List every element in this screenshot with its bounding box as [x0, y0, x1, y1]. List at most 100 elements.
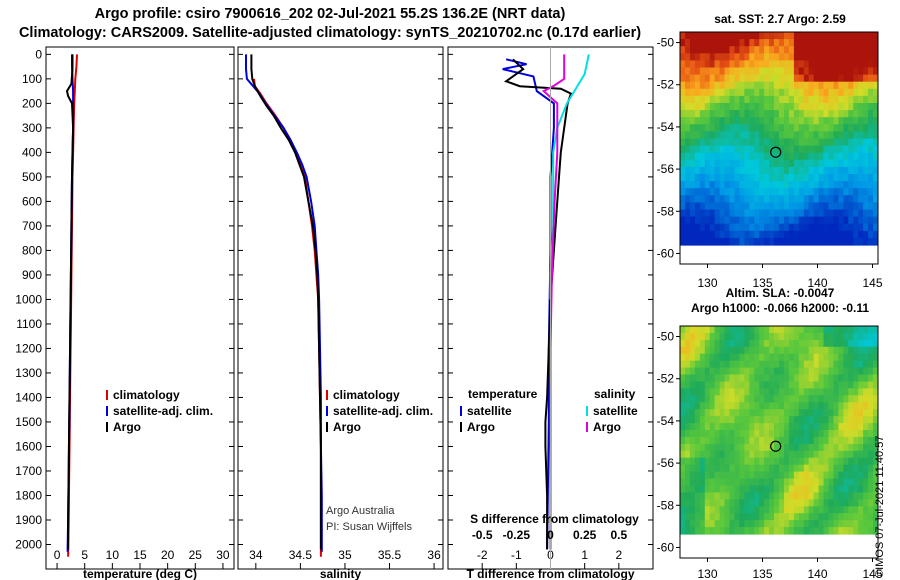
map-cell: [828, 202, 834, 211]
map-cell: [793, 443, 800, 452]
map-cell: [848, 374, 854, 382]
map-cell: [704, 159, 711, 168]
map-cell: [724, 110, 730, 118]
map-cell: [749, 436, 755, 445]
map-cell: [729, 492, 735, 500]
map-cell: [833, 450, 839, 459]
map-cell: [704, 471, 711, 480]
map-cell: [685, 131, 691, 140]
map-cell: [685, 513, 691, 521]
map-cell: [680, 166, 686, 175]
map-cell: [729, 367, 735, 376]
map-cell: [868, 39, 874, 47]
map-cell: [764, 95, 770, 104]
map-cell: [803, 188, 810, 196]
map-cell: [764, 117, 770, 125]
map-cell: [818, 145, 825, 154]
map-cell: [759, 346, 765, 355]
map-cell: [779, 95, 785, 104]
map-cell: [680, 152, 686, 161]
map-cell: [863, 381, 869, 389]
map-cell: [868, 124, 874, 132]
map-cell: [828, 527, 834, 535]
map-cell: [784, 223, 790, 232]
map-cell: [828, 436, 834, 445]
map-cell: [724, 409, 730, 417]
map-cell: [719, 443, 726, 452]
map-cell: [744, 53, 750, 61]
series-line: [245, 54, 323, 552]
map-cell: [853, 152, 859, 161]
map-cell: [689, 450, 696, 459]
map-cell: [754, 159, 760, 168]
map-cell: [868, 506, 874, 514]
map-cell: [709, 202, 716, 211]
map-cell: [714, 388, 721, 396]
map-cell: [699, 471, 706, 480]
map-cell: [793, 430, 800, 438]
map-cell: [680, 381, 686, 389]
map-cell: [699, 138, 706, 147]
map-cell: [774, 131, 780, 140]
map-cell: [699, 430, 706, 438]
y-tick-label: 1000: [15, 292, 42, 306]
map-cell: [714, 346, 721, 355]
map-cell: [793, 374, 800, 382]
map-cell: [803, 402, 810, 410]
map-cell: [823, 209, 829, 218]
map-cell: [714, 124, 721, 132]
map-cell: [818, 67, 825, 76]
map-cell: [873, 174, 879, 182]
legend-label: Argo: [333, 420, 361, 434]
map-cell: [754, 188, 760, 196]
map-cell: [739, 367, 745, 376]
map-cell: [788, 138, 795, 147]
map-cell: [774, 39, 780, 47]
map-cell: [843, 464, 849, 473]
map-cell: [803, 443, 810, 452]
map-cell: [868, 74, 874, 83]
map-cell: [808, 216, 815, 225]
map-cell: [739, 353, 745, 362]
map-cell: [788, 367, 795, 376]
map-cell: [724, 360, 730, 369]
map-cell: [818, 223, 825, 232]
map-cell: [724, 499, 730, 507]
map-cell: [798, 464, 805, 473]
map-cell: [868, 464, 874, 473]
map-cell: [798, 103, 805, 111]
map-cell: [719, 103, 726, 111]
salinity-chart: 34 34.5 35 35.5 36salinityclimatologysatelli…: [237, 46, 444, 580]
map-cell: [719, 145, 726, 154]
map-cell: [704, 60, 711, 69]
map-cell: [848, 39, 854, 47]
map-cell: [719, 138, 726, 147]
map-cell: [680, 471, 686, 480]
map-cell: [788, 230, 795, 239]
map-cell: [729, 124, 735, 132]
map-cell: [774, 464, 780, 473]
map-cell: [858, 174, 864, 182]
map-cell: [685, 124, 691, 132]
map-cell: [699, 395, 706, 403]
map-cell: [754, 416, 760, 424]
map-cell: [868, 450, 874, 459]
map-cell: [680, 39, 686, 47]
map-cell: [858, 81, 864, 90]
map-cell: [709, 237, 716, 246]
map-cell: [848, 237, 854, 246]
map-cell: [793, 195, 800, 203]
map-cell: [685, 416, 691, 424]
map-cell: [848, 520, 854, 528]
map-cell: [784, 499, 790, 507]
map-cell: [739, 81, 745, 90]
map-cell: [714, 230, 721, 239]
map-cell: [779, 39, 785, 47]
map-cell: [788, 388, 795, 396]
map-cell: [724, 513, 730, 521]
map-cell: [803, 527, 810, 535]
map-cell: [694, 499, 701, 507]
map-cell: [754, 152, 760, 161]
map-cell: [873, 216, 879, 225]
map-cell: [734, 181, 740, 189]
